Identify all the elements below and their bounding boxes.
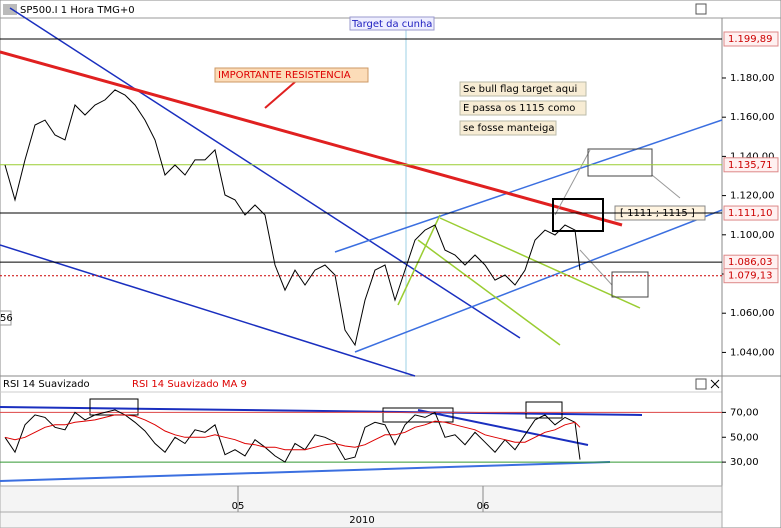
y-tick-label: 1.060,00	[730, 308, 775, 319]
y-tick-label: 1.140,00	[730, 151, 775, 162]
level-label: 1.111,10	[728, 208, 773, 219]
y-tick-label: 30,00	[730, 457, 759, 468]
window-button[interactable]	[695, 3, 707, 15]
level-label-box	[723, 31, 779, 47]
legend-entry: RSI 14 Suavizado	[3, 379, 90, 390]
y-tick-label: 1.160,00	[730, 112, 775, 123]
level-label: 1.079,13	[728, 271, 773, 282]
y-tick-label: 1.100,00	[730, 230, 775, 241]
x-axis-bar	[0, 485, 723, 513]
annotation: se fosse manteiga	[463, 123, 554, 134]
annotation: IMPORTANTE RESISTENCIA	[218, 70, 351, 81]
level-label: 1.086,03	[728, 257, 773, 268]
annotation-box	[0, 310, 12, 326]
y-tick-label: 1.120,00	[730, 191, 775, 202]
level-label: 1.135,71	[728, 160, 773, 171]
series-line	[4, 409, 581, 463]
series-line	[4, 89, 581, 347]
level-label: 1.199,89	[728, 34, 773, 45]
year-label: 2010	[349, 515, 374, 526]
level-label-box	[723, 157, 779, 173]
y-tick-label: 1.180,00	[730, 73, 775, 84]
legend-entry: RSI 14 Suavizado MA 9	[132, 379, 247, 390]
y-tick-label: 50,00	[730, 432, 759, 443]
annotation: E passa os 1115 como	[463, 103, 575, 114]
y-tick-label: 1.040,00	[730, 347, 775, 358]
trend-lines	[0, 7, 723, 482]
close-button[interactable]	[710, 379, 720, 389]
y-tick-label: 70,00	[730, 407, 759, 418]
annotation-box	[459, 81, 587, 97]
level-label-box	[723, 268, 779, 284]
annotation: Se bull flag target aqui	[463, 84, 577, 95]
x-tick-label: 06	[477, 501, 490, 512]
window-button[interactable]	[695, 378, 707, 390]
x-tick-label: 05	[232, 501, 245, 512]
annotation-box	[349, 16, 435, 31]
annotation: 56	[0, 313, 13, 324]
annotation-box	[459, 120, 557, 136]
series-line	[4, 414, 581, 451]
year-bar	[0, 511, 723, 528]
annotation: Target da cunha	[351, 19, 432, 30]
annotation-box	[459, 100, 587, 116]
logo	[3, 4, 17, 15]
level-label-box	[723, 205, 779, 221]
annotation-box	[214, 67, 369, 83]
chart-title: SP500.I 1 Hora TMG+0	[20, 5, 135, 16]
